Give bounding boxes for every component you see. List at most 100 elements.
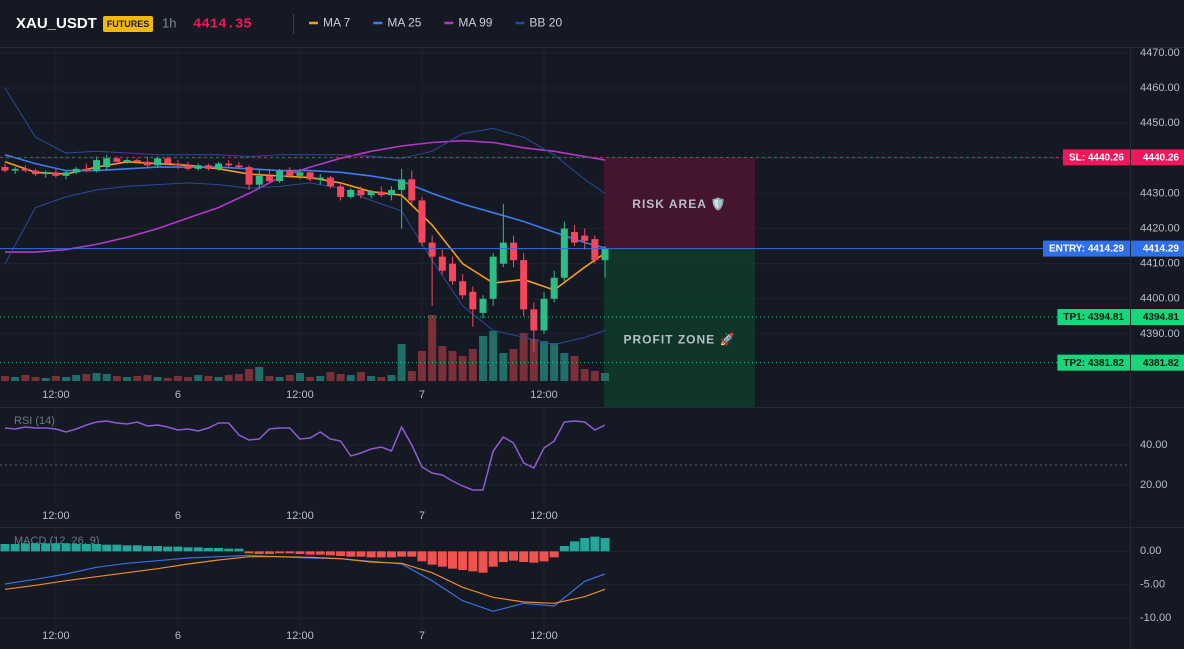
x-tick-label: 12:00 bbox=[530, 510, 558, 522]
macd-bar bbox=[397, 551, 407, 557]
volume-bar bbox=[204, 376, 213, 381]
macd-bar bbox=[153, 546, 163, 552]
volume-bar bbox=[92, 373, 101, 381]
volume-bar bbox=[51, 376, 60, 381]
volume-bar bbox=[601, 373, 610, 381]
candle-body bbox=[32, 170, 40, 175]
candle-body bbox=[11, 168, 19, 171]
volume-bar bbox=[499, 353, 508, 381]
x-tick-label: 12:00 bbox=[286, 510, 314, 522]
candle-body bbox=[113, 158, 121, 162]
candle-body bbox=[194, 165, 202, 169]
macd-bar bbox=[254, 551, 264, 554]
legend-label: MA 7 bbox=[323, 16, 351, 30]
candle-body bbox=[550, 277, 558, 299]
symbol: XAU_USDT bbox=[16, 15, 97, 32]
level-tag-bg bbox=[1062, 149, 1130, 166]
candle-body bbox=[235, 165, 243, 168]
candle-body bbox=[174, 163, 182, 166]
macd-bar bbox=[366, 551, 376, 558]
volume-bar bbox=[458, 356, 467, 381]
macd-bar bbox=[20, 543, 30, 552]
volume-bar bbox=[173, 376, 182, 381]
macd-bar bbox=[51, 543, 61, 552]
macd-bar bbox=[71, 544, 81, 552]
x-tick-label: 7 bbox=[419, 389, 425, 401]
bb-lower bbox=[4, 182, 606, 346]
level-tag-bg bbox=[1057, 354, 1130, 371]
level-tag-bg bbox=[1042, 240, 1130, 257]
candle-body bbox=[357, 189, 365, 196]
volume-bar bbox=[184, 377, 193, 381]
axis-tag-bg bbox=[1131, 309, 1184, 326]
volume-bar bbox=[397, 344, 406, 381]
candle-body bbox=[133, 160, 141, 162]
candle-body bbox=[581, 235, 589, 241]
volume-bar bbox=[387, 375, 396, 381]
volume-bar bbox=[336, 374, 345, 381]
macd-line bbox=[4, 556, 606, 604]
macd-bar bbox=[264, 551, 274, 554]
x-tick-label: 6 bbox=[175, 630, 181, 642]
macd-bar bbox=[549, 551, 559, 558]
volume-bar bbox=[153, 377, 162, 381]
macd-bar bbox=[447, 551, 457, 569]
macd-bar bbox=[224, 548, 234, 552]
volume-bar bbox=[21, 375, 30, 381]
volume-bar bbox=[326, 372, 335, 381]
axis-tag: 4394.81 bbox=[1143, 312, 1180, 323]
macd-bar bbox=[203, 548, 213, 552]
x-tick-label: 6 bbox=[175, 389, 181, 401]
axis-tag: 4381.82 bbox=[1143, 358, 1180, 369]
candle-body bbox=[469, 291, 477, 310]
volume-bar bbox=[438, 346, 447, 381]
volume-bar bbox=[316, 376, 325, 381]
candle-body bbox=[52, 172, 60, 176]
candle-body bbox=[21, 168, 29, 171]
volume-bar bbox=[448, 351, 457, 381]
volume-bar bbox=[275, 377, 284, 381]
badge-bg bbox=[103, 16, 153, 32]
y-tick-label: -10.00 bbox=[1140, 612, 1171, 624]
macd-bar bbox=[539, 551, 549, 562]
volume-bar bbox=[356, 372, 365, 381]
volume-bar bbox=[234, 374, 243, 381]
y-tick-label: 4450.00 bbox=[1140, 117, 1180, 129]
macd-bar bbox=[10, 544, 20, 552]
volume-bar bbox=[265, 376, 274, 381]
macd-bar bbox=[244, 551, 254, 554]
macd-bar bbox=[325, 551, 335, 556]
candle-body bbox=[225, 163, 233, 166]
y-tick-label: 4390.00 bbox=[1140, 328, 1180, 340]
interval[interactable]: 1h bbox=[162, 15, 176, 30]
volume-bar bbox=[560, 353, 569, 381]
candle-body bbox=[448, 263, 456, 282]
volume-bar bbox=[295, 373, 304, 381]
volume-bar bbox=[468, 349, 477, 381]
volume-bar bbox=[1, 376, 9, 381]
candle-body bbox=[164, 158, 172, 164]
candle-body bbox=[560, 228, 568, 278]
candle-body bbox=[103, 158, 111, 168]
axis-tag: 4414.29 bbox=[1143, 244, 1180, 255]
macd-bar bbox=[214, 548, 224, 552]
candle-body bbox=[408, 179, 416, 201]
bb-upper bbox=[4, 87, 606, 194]
y-tick-label: 20.00 bbox=[1140, 479, 1168, 491]
y-tick-label: 4460.00 bbox=[1140, 82, 1180, 94]
candle-body bbox=[204, 165, 212, 169]
y-tick-label: 4400.00 bbox=[1140, 293, 1180, 305]
candle-body bbox=[540, 298, 548, 331]
candle-body bbox=[377, 191, 385, 196]
macd-bar bbox=[193, 547, 203, 552]
level-tag: ENTRY: 4414.29 bbox=[1049, 244, 1124, 255]
volume-bar bbox=[377, 377, 386, 381]
volume-bar bbox=[285, 375, 294, 381]
macd-bar bbox=[41, 543, 51, 552]
x-tick-label: 12:00 bbox=[286, 389, 314, 401]
candle-body bbox=[510, 242, 517, 261]
volume-bar bbox=[590, 371, 599, 381]
macd-bar bbox=[437, 551, 447, 567]
candle-body bbox=[316, 177, 324, 180]
